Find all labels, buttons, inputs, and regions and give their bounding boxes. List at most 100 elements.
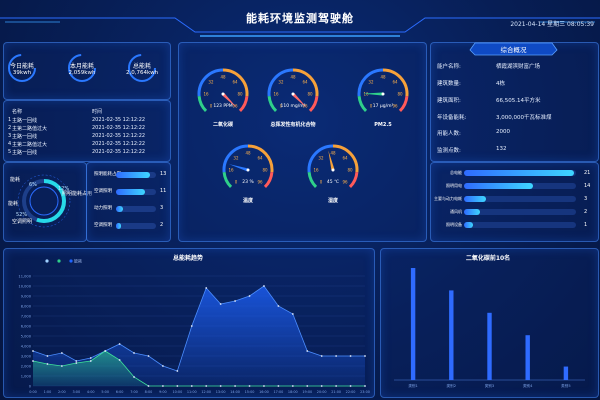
gauge-label: 温度 xyxy=(243,197,254,204)
bar-list-track xyxy=(116,206,156,212)
gauge-tick-label: 96 xyxy=(392,104,398,109)
gauge-tick-label: 16 xyxy=(273,92,279,97)
kpi-label: 本月能耗 xyxy=(69,63,94,70)
legend-label[interactable]: 能耗 xyxy=(74,258,82,264)
x-tick-label: 14:00 xyxy=(230,390,240,394)
x-tick-label: 15:00 xyxy=(245,390,255,394)
x-tick-label: 21:00 xyxy=(331,390,341,394)
data-point xyxy=(364,385,366,387)
gauge-arc xyxy=(348,171,359,189)
row-time: 2021-02-35 12:12:22 xyxy=(92,141,146,147)
column-header-time: 时间 xyxy=(92,109,103,115)
gauge-value: 110 mg/m³ xyxy=(281,103,306,109)
gauge-tick-label: 64 xyxy=(257,155,263,160)
data-point xyxy=(219,385,222,387)
y-tick-label: 3,000 xyxy=(21,354,32,358)
gauge-tick-label: 64 xyxy=(232,79,238,84)
gauge-tick-label: 0 xyxy=(210,104,213,109)
data-point xyxy=(364,355,366,357)
overview-key: 用能人数: xyxy=(437,131,461,137)
bar-list-track xyxy=(116,189,156,195)
hbar-track xyxy=(464,209,576,215)
y-tick-label: 1,000 xyxy=(21,374,32,378)
gauge-tick-label: 16 xyxy=(313,168,319,173)
bar-list-label: 照明能耗占用 xyxy=(94,172,121,177)
bar[interactable] xyxy=(525,335,530,380)
x-tick-label: 9:00 xyxy=(159,390,167,394)
x-tick-label: 3:00 xyxy=(72,390,80,394)
x-tick-label: 20:00 xyxy=(317,390,327,394)
gauge-tick-label: 96 xyxy=(257,180,263,185)
x-tick-label: 11:00 xyxy=(187,390,197,394)
gauge-needle xyxy=(221,92,238,109)
data-point xyxy=(248,295,251,297)
gauge-arc xyxy=(308,95,319,113)
gauge-arc xyxy=(382,68,409,97)
gauge-label: 总挥发性有机化合物 xyxy=(270,121,315,128)
donut-chart xyxy=(17,174,71,228)
chart-title: 总能耗趋势 xyxy=(173,254,203,262)
x-tick-label: 13:00 xyxy=(216,390,226,394)
hbar-label: 总电能 xyxy=(450,170,462,175)
x-tick-label: 类别5 xyxy=(561,383,570,388)
gauge-needle xyxy=(228,164,249,172)
data-point xyxy=(176,385,179,387)
gauge-arc xyxy=(292,68,319,97)
row-index: 3 xyxy=(8,133,12,139)
data-point xyxy=(46,363,49,365)
row-index: 2 xyxy=(8,125,12,131)
overview-value: 2000 xyxy=(496,129,510,135)
y-tick-label: 0 xyxy=(29,384,32,388)
gauge-arc xyxy=(197,68,224,97)
bar[interactable] xyxy=(487,312,492,380)
donut-label: 能耗 xyxy=(10,177,21,183)
gauges-panel xyxy=(178,42,427,242)
gauge-arc xyxy=(263,171,274,189)
data-point xyxy=(118,343,121,345)
gauge-tick-label: 0 xyxy=(235,180,238,185)
legend-dot[interactable] xyxy=(57,259,61,263)
data-point xyxy=(248,385,251,387)
kpi-month: 本月能耗 2,059kwh xyxy=(66,52,98,84)
data-point xyxy=(277,305,280,307)
bar-list-value: 2 xyxy=(160,222,164,228)
hbar-label: 照明设备 xyxy=(446,222,462,227)
gauges: 0 16 32 48 64 80 96 123 PPM 二氧化碳 0 16 32 48 64 80 96 110… xyxy=(197,68,409,204)
row-index: 1 xyxy=(8,117,12,123)
gauge-tick-label: 0 xyxy=(320,180,323,185)
donut-label: 能耗 xyxy=(8,201,19,207)
gauge-tick-label: 48 xyxy=(330,151,336,156)
gauge-hub xyxy=(221,92,225,96)
x-tick-label: 类别2 xyxy=(447,383,456,388)
legend-dot[interactable] xyxy=(45,259,49,263)
gauge-label: PM2.5 xyxy=(374,122,392,128)
bar-list-track xyxy=(116,172,156,178)
overview-key: 建筑面积: xyxy=(437,98,461,104)
overview-title: 综合概况 xyxy=(500,46,527,54)
data-point xyxy=(263,385,265,387)
data-point xyxy=(349,355,352,357)
hbar-fill xyxy=(464,222,473,228)
bar-list-fill xyxy=(116,189,145,195)
legend-dot[interactable] xyxy=(69,259,73,263)
data-point xyxy=(133,352,135,354)
x-tick-label: 8:00 xyxy=(145,390,153,394)
series-line xyxy=(32,350,365,387)
bar[interactable] xyxy=(563,366,569,380)
x-tick-label: 类别3 xyxy=(485,383,494,388)
bar[interactable] xyxy=(449,290,454,380)
hbar-value: 21 xyxy=(584,170,591,176)
gauge-arc xyxy=(357,95,368,113)
overview-value: 4栋 xyxy=(496,81,505,87)
data-point xyxy=(162,385,164,387)
data-point xyxy=(162,365,164,367)
bar[interactable] xyxy=(410,268,416,380)
datetime-display: 2021-04-14 星期三 08:05:39 xyxy=(510,21,594,28)
data-point xyxy=(46,355,49,357)
row-name: 主第二路值过大 xyxy=(12,126,48,132)
gauge-tick-label: 32 xyxy=(318,155,324,160)
y-tick-label: 6,000 xyxy=(21,324,32,328)
donut-percent: 6% xyxy=(29,182,37,188)
